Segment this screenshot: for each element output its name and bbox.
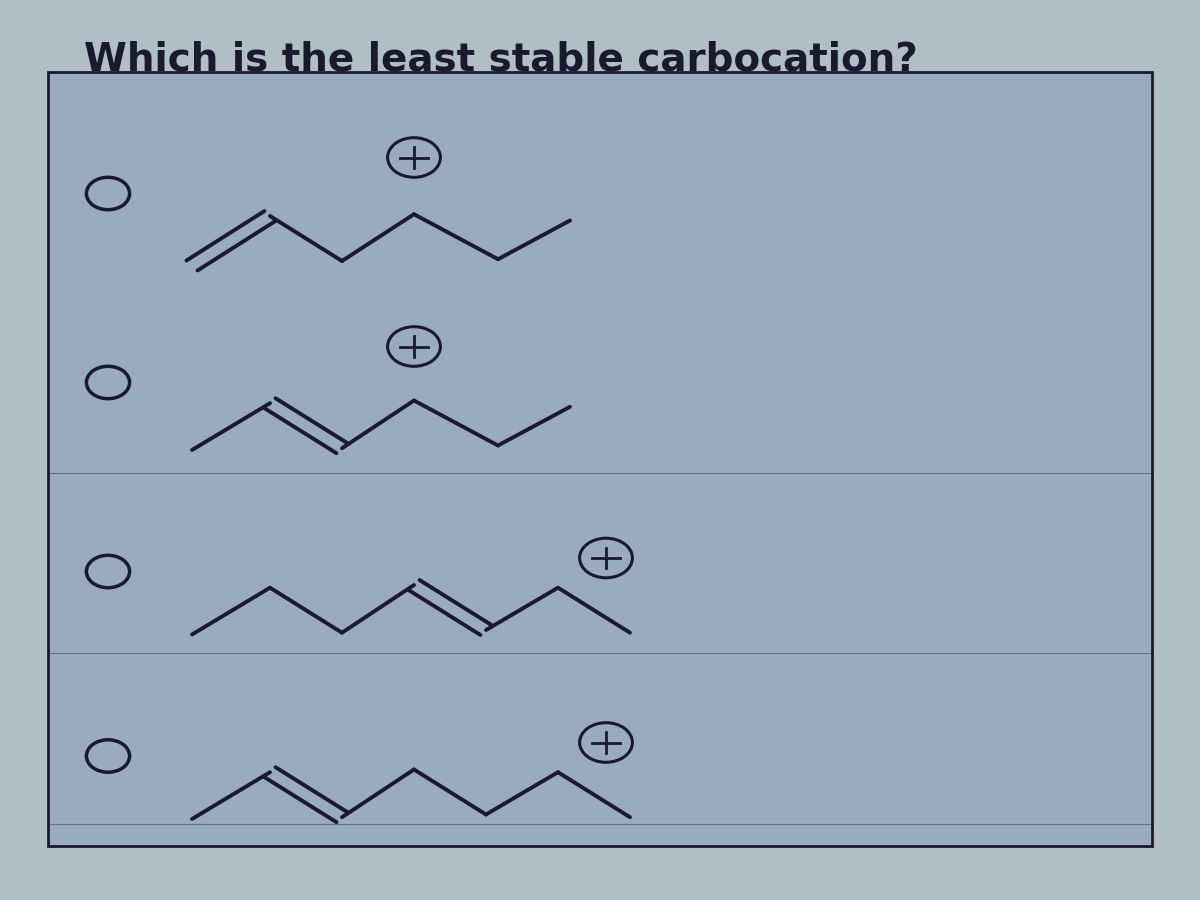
Text: Which is the least stable carbocation?: Which is the least stable carbocation? xyxy=(84,40,918,78)
FancyBboxPatch shape xyxy=(48,72,1152,846)
